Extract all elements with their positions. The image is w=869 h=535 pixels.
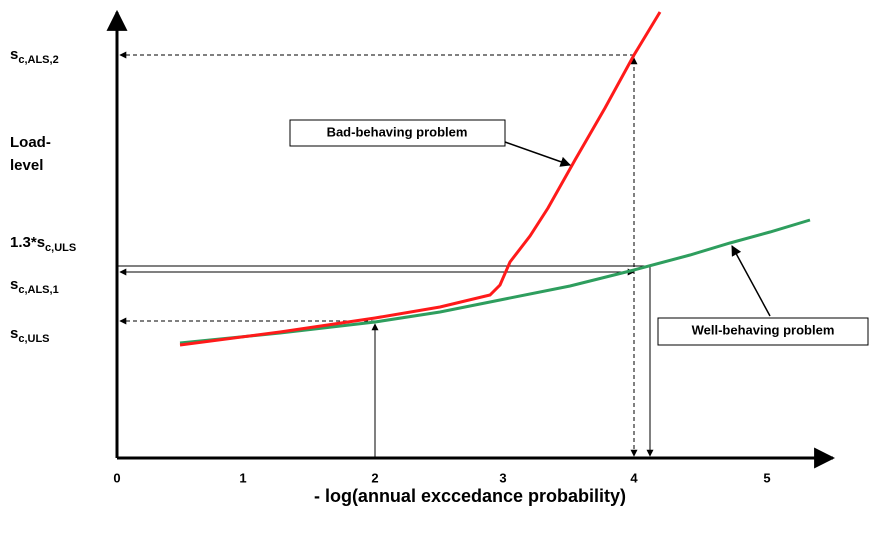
well-box [657, 317, 869, 346]
y-axis-label: level [10, 157, 43, 174]
bad-label: Bad-behaving problem [327, 124, 468, 139]
level-sub: c,ULS [45, 242, 76, 254]
level-main: 1.3*s [10, 234, 45, 251]
level-main: s [10, 325, 18, 342]
level-label: sc,ALS,1 [10, 276, 59, 296]
x-tick-label: 2 [371, 470, 378, 485]
level-label: sc,ULS [10, 325, 50, 345]
level-sub: c,ALS,1 [18, 284, 58, 296]
well-label: Well-behaving problem [692, 322, 835, 337]
level-main: s [10, 46, 18, 63]
x-tick-label: 5 [763, 470, 770, 485]
guides [117, 51, 654, 458]
bad-arrow [504, 141, 571, 167]
level-sub: c,ULS [18, 333, 49, 345]
bad-box [289, 119, 506, 147]
x-tick-label: 0 [113, 470, 120, 485]
x-tick-label: 1 [239, 470, 246, 485]
x-tick-label: 4 [630, 470, 638, 485]
well-arrow [731, 245, 771, 317]
x-axis-label: - log(annual exccedance probability) [314, 486, 626, 506]
level-sub: c,ALS,2 [18, 54, 58, 66]
level-label: sc,ALS,2 [10, 46, 59, 66]
x-tick-label: 3 [499, 470, 506, 485]
level-main: s [10, 276, 18, 293]
bad-curve [179, 11, 662, 347]
y-axis-label: Load- [10, 134, 51, 151]
well-curve [179, 218, 811, 345]
level-label: 1.3*sc,ULS [10, 234, 76, 254]
